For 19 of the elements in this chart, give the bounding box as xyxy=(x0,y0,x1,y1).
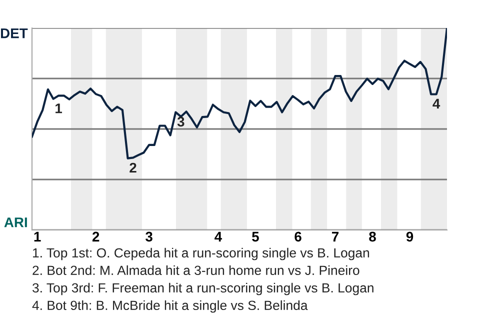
text: 3. Top 3rd: F. Freeman hit a run-scoring single vs B. Logan xyxy=(32,282,374,296)
annotation: 3 xyxy=(177,116,184,127)
x-tick-label: 3 xyxy=(146,232,152,242)
text: 1. Top 1st: O. Cepeda hit a run-scoring single vs B. Logan xyxy=(33,248,370,260)
x-tick-label: 6 xyxy=(294,232,302,242)
text: DET xyxy=(1,28,28,38)
text: ARI xyxy=(4,218,27,228)
x-tick-label: 7 xyxy=(332,232,339,242)
annotation: 2 xyxy=(130,162,136,173)
x-tick-label: 4 xyxy=(214,232,222,242)
text: 2. Bot 2nd: M. Almada hit a 3-run home run vs J. Pineiro xyxy=(32,265,360,276)
x-tick-label: 1 xyxy=(34,232,41,242)
annotation: 1 xyxy=(56,104,62,114)
x-tick-label: 9 xyxy=(406,232,414,242)
x-tick-label: 5 xyxy=(252,232,259,242)
x-tick-label: 2 xyxy=(92,232,100,242)
annotation: 4 xyxy=(432,98,440,108)
text: 4. Bot 9th: B. McBride hit a single vs S. Belinda xyxy=(32,300,308,313)
x-tick-label: 8 xyxy=(369,232,376,242)
